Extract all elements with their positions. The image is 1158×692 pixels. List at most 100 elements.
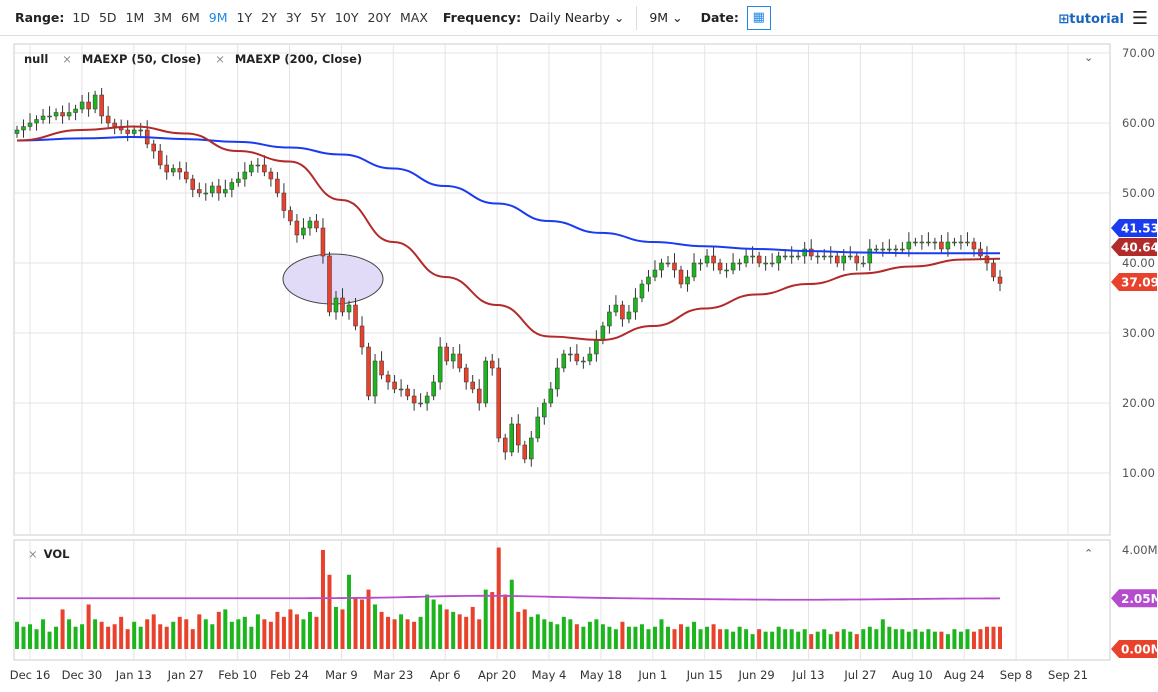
frequency-value: Daily Nearby	[529, 10, 610, 25]
volume-bar	[54, 626, 59, 649]
volume-bar	[392, 619, 397, 649]
volume-bar	[268, 621, 273, 649]
candle-body	[177, 168, 182, 173]
volume-bar	[822, 629, 827, 649]
volume-bar	[984, 626, 989, 649]
volume-bar	[555, 624, 560, 649]
candle-body	[991, 262, 996, 278]
ma50-tag	[1111, 238, 1157, 256]
volume-bar	[119, 616, 124, 649]
volume-bar	[705, 626, 710, 649]
candle-body	[665, 262, 671, 265]
range-max[interactable]: MAX	[400, 10, 428, 25]
range-5d[interactable]: 5D	[98, 10, 117, 25]
remove-vol-icon[interactable]: ×	[28, 547, 38, 561]
y-tick-label: 50.00	[1122, 186, 1155, 200]
remove-ma50-icon[interactable]: ×	[62, 52, 72, 66]
tutorial-link[interactable]: ⊞tutorial	[1058, 12, 1124, 27]
candle-body	[782, 255, 788, 258]
candle-body	[861, 262, 866, 265]
volume-bar	[177, 616, 182, 649]
volume-bar	[41, 619, 46, 649]
candle-body	[353, 304, 358, 327]
volume-bar	[236, 619, 241, 649]
volume-bar	[158, 624, 163, 649]
x-tick-label: Sep 21	[1048, 668, 1088, 682]
candle-body	[620, 304, 625, 320]
volume-bar	[197, 614, 202, 649]
candle-body	[828, 255, 833, 258]
volume-bar	[757, 629, 762, 649]
candle-body	[14, 129, 20, 134]
volume-bar	[620, 621, 625, 649]
range-1d[interactable]: 1D	[72, 10, 90, 25]
range-2y[interactable]: 2Y	[261, 10, 277, 25]
candle-body	[164, 164, 169, 173]
candle-body	[535, 416, 541, 439]
candle-body	[255, 164, 261, 167]
volume-bar	[190, 629, 195, 649]
volume-bar	[80, 624, 85, 649]
y-tick-label: 40.00	[1122, 256, 1155, 270]
candle-body	[21, 126, 26, 131]
volume-panel	[13, 539, 1111, 661]
volume-bar	[568, 619, 573, 649]
candle-body	[594, 339, 599, 355]
candle-body	[561, 353, 567, 369]
x-tick-label: Apr 20	[478, 668, 516, 682]
candle-body	[125, 129, 130, 134]
volume-bar	[581, 626, 586, 649]
expand-chevron-icon[interactable]: ⌃	[1084, 547, 1094, 560]
volume-bar	[692, 621, 697, 649]
volume-bar	[21, 626, 26, 649]
range-20y[interactable]: 20Y	[367, 10, 392, 25]
candle-body	[249, 164, 254, 173]
range-3y[interactable]: 3Y	[285, 10, 302, 25]
range-1m[interactable]: 1M	[125, 10, 145, 25]
collapse-chevron-icon[interactable]: ⌄	[1084, 51, 1094, 64]
volume-bar	[229, 621, 234, 649]
candle-body	[379, 360, 384, 376]
volume-bar	[900, 629, 905, 649]
date-label: Date:	[700, 10, 739, 25]
menu-icon[interactable]: ☰	[1131, 8, 1148, 29]
candle-body	[600, 325, 606, 341]
frequency-select[interactable]: Daily Nearby ⌄	[529, 10, 624, 25]
calendar-icon[interactable]: ▦	[746, 5, 771, 30]
volume-bar	[405, 619, 410, 649]
range-10y[interactable]: 10Y	[334, 10, 359, 25]
range-9m[interactable]: 9M	[208, 10, 228, 25]
range-6m[interactable]: 6M	[181, 10, 200, 25]
volume-bar	[444, 609, 449, 649]
candle-body	[437, 346, 443, 383]
candle-body	[327, 255, 332, 313]
candle-body	[372, 360, 378, 397]
range-5y[interactable]: 5Y	[310, 10, 326, 25]
candle-body	[932, 241, 938, 244]
volume-bar	[314, 616, 319, 649]
range-3m[interactable]: 3M	[153, 10, 173, 25]
candle-body	[444, 346, 449, 362]
candle-body	[685, 276, 690, 285]
candle-body	[555, 367, 560, 390]
x-tick-label: Jun 29	[737, 668, 774, 682]
candle-body	[906, 241, 912, 250]
volume-bar	[685, 626, 690, 649]
candle-body	[659, 262, 664, 271]
volume-bar	[874, 629, 879, 649]
candle-body	[639, 283, 645, 299]
volume-bar	[516, 611, 521, 649]
range-1y[interactable]: 1Y	[236, 10, 253, 25]
volume-bar	[594, 619, 599, 649]
volume-bar	[770, 631, 775, 649]
candle-body	[821, 255, 827, 258]
volume-bar	[600, 624, 605, 649]
candle-body	[919, 241, 925, 244]
remove-ma200-icon[interactable]: ×	[215, 52, 225, 66]
volume-bar	[652, 626, 657, 649]
candle-body	[398, 388, 404, 391]
period-select[interactable]: 9M ⌄	[649, 10, 682, 25]
x-tick-label: Dec 30	[62, 668, 103, 682]
volume-bar	[347, 574, 352, 649]
volume-bar	[880, 619, 885, 649]
